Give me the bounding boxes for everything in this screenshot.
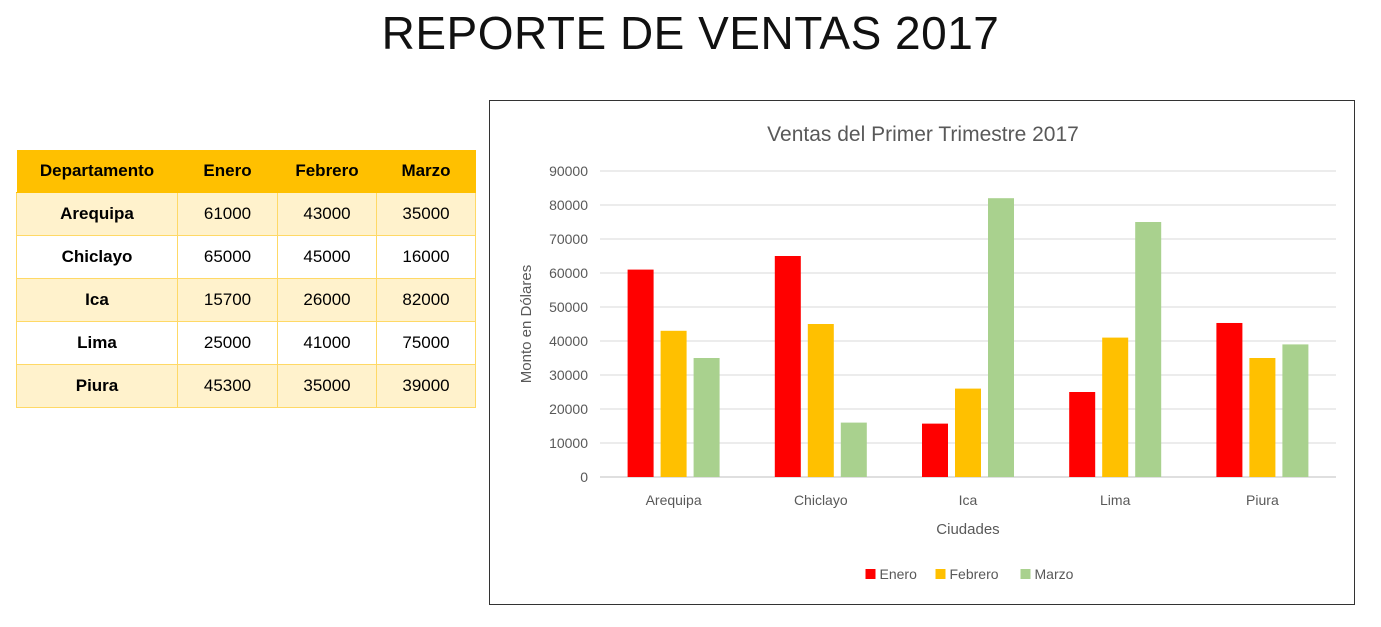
table-row: Ica 15700 26000 82000 [16,278,476,322]
table-header-row: Departamento Enero Febrero Marzo [16,150,476,193]
x-tick-label: Arequipa [646,492,702,508]
bar-febrero-lima [1102,337,1129,477]
table-row: Arequipa 61000 43000 35000 [16,192,476,236]
x-axis-label: Ciudades [936,521,999,538]
cell-value: 65000 [177,235,278,279]
cell-value: 45300 [177,364,278,408]
bar-marzo-ica [988,198,1014,477]
cell-value: 61000 [177,192,278,236]
sales-table: Departamento Enero Febrero Marzo Arequip… [16,150,476,408]
bar-febrero-piura [1249,358,1276,477]
legend-swatch-marzo [1020,569,1031,579]
legend-label-enero: Enero [880,566,918,582]
cell-value: 26000 [277,278,377,322]
bar-enero-lima [1069,392,1096,477]
y-tick-label: 0 [580,469,588,485]
x-tick-label: Ica [959,492,978,508]
cell-city: Chiclayo [16,235,178,279]
cell-value: 25000 [177,321,278,365]
bar-enero-chiclayo [774,256,801,477]
bar-marzo-chiclayo [840,422,867,477]
y-tick-label: 20000 [549,401,588,417]
bar-enero-arequipa [627,269,654,477]
cell-city: Ica [16,278,178,322]
chart-container: Ventas del Primer Trimestre 2017 0 10000 20… [489,100,1355,605]
x-tick-label: Chiclayo [794,492,848,508]
header-marzo: Marzo [376,150,476,193]
bar-enero-ica [922,423,948,477]
y-tick-label: 80000 [549,197,588,213]
bar-febrero-chiclayo [807,324,834,477]
cell-city: Arequipa [16,192,178,236]
cell-value: 82000 [376,278,476,322]
bar-febrero-ica [955,388,981,477]
header-enero: Enero [177,150,278,193]
legend-swatch-enero [865,569,876,579]
table-row: Chiclayo 65000 45000 16000 [16,235,476,279]
page-title: REPORTE DE VENTAS 2017 [381,7,1000,59]
header-febrero: Febrero [277,150,377,193]
y-tick-label: 90000 [549,163,588,179]
legend-swatch-febrero [935,569,946,579]
cell-value: 39000 [376,364,476,408]
cell-value: 35000 [277,364,377,408]
cell-city: Lima [16,321,178,365]
cell-value: 43000 [277,192,377,236]
y-tick-label: 50000 [549,299,588,315]
cell-value: 35000 [376,192,476,236]
x-tick-label: Piura [1246,492,1279,508]
y-tick-label: 70000 [549,231,588,247]
bar-febrero-arequipa [660,330,687,477]
table-row: Piura 45300 35000 39000 [16,364,476,408]
legend-label-marzo: Marzo [1035,566,1074,582]
cell-value: 45000 [277,235,377,279]
y-tick-label: 10000 [549,435,588,451]
bar-marzo-piura [1282,344,1309,477]
cell-value: 41000 [277,321,377,365]
y-axis-label: Monto en Dólares [518,265,535,383]
bar-marzo-arequipa [693,358,720,477]
x-tick-label: Lima [1100,492,1131,508]
y-tick-label: 30000 [549,367,588,383]
cell-value: 15700 [177,278,278,322]
cell-value: 16000 [376,235,476,279]
table-row: Lima 25000 41000 75000 [16,321,476,365]
bar-marzo-lima [1135,222,1162,477]
cell-city: Piura [16,364,178,408]
bar-chart: Ventas del Primer Trimestre 2017 0 10000 20… [518,123,1336,582]
cell-value: 75000 [376,321,476,365]
chart-title: Ventas del Primer Trimestre 2017 [767,123,1079,146]
header-departamento: Departamento [16,150,178,193]
bar-enero-piura [1216,322,1243,477]
legend-label-febrero: Febrero [950,566,999,582]
y-tick-label: 40000 [549,333,588,349]
y-tick-label: 60000 [549,265,588,281]
